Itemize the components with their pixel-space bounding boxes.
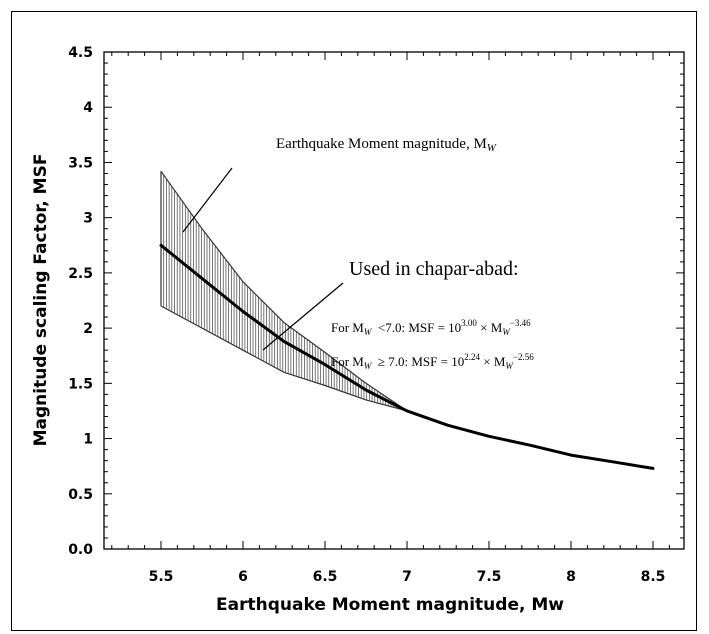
series (159, 243, 655, 470)
axis-ticks (104, 51, 684, 550)
y-tick-label: 1 (83, 432, 93, 448)
x-tick-label: 6.5 (313, 569, 338, 585)
annotations: Earthquake Moment magnitude, MW Used in … (182, 136, 534, 371)
band-lower (160, 305, 408, 412)
x-tick-label: 7.5 (477, 569, 502, 585)
tick-labels: 0.0 0.5 1 1.5 2 2.5 3 3.5 4 4.5 5.5 6 6.5 7 7.5 8 8.5 (68, 45, 665, 585)
y-tick-label: 1.5 (68, 376, 93, 392)
formula-ge7: For MW ≥ 7.0: MSF = 102.24 × MW−2.56 (331, 352, 534, 371)
msf-curve (159, 243, 655, 470)
curve-label-pointer (262, 282, 344, 351)
band-upper (160, 170, 408, 412)
x-tick-label: 8 (566, 569, 576, 585)
range-band (160, 170, 408, 412)
y-tick-label: 3.5 (68, 155, 93, 171)
x-tick-label: 7 (402, 569, 412, 585)
band-label: Earthquake Moment magnitude, MW (276, 136, 497, 154)
y-tick-label: 2.5 (68, 266, 93, 282)
x-tick-label: 8.5 (641, 569, 666, 585)
y-tick-label: 0.5 (68, 487, 93, 503)
plot-area (103, 51, 685, 550)
y-tick-label: 4 (83, 100, 93, 116)
y-axis-label: Magnitude scaling Factor, MSF (31, 154, 51, 447)
formula-lt7: For MW <7.0: MSF = 103.00 × MW−3.46 (331, 318, 531, 337)
x-axis-label: Earthquake Moment magnitude, Mw (216, 595, 564, 615)
plot-border (103, 51, 685, 550)
chart-frame (11, 11, 697, 631)
y-tick-label: 3 (83, 211, 93, 227)
y-tick-label: 2 (83, 321, 93, 337)
y-tick-label: 0.0 (68, 542, 93, 558)
x-tick-label: 6 (238, 569, 248, 585)
used-in-label: Used in chapar-abad: (349, 258, 519, 280)
x-tick-label: 5.5 (149, 569, 174, 585)
band-label-pointer (182, 167, 233, 233)
y-tick-label: 4.5 (68, 45, 93, 61)
